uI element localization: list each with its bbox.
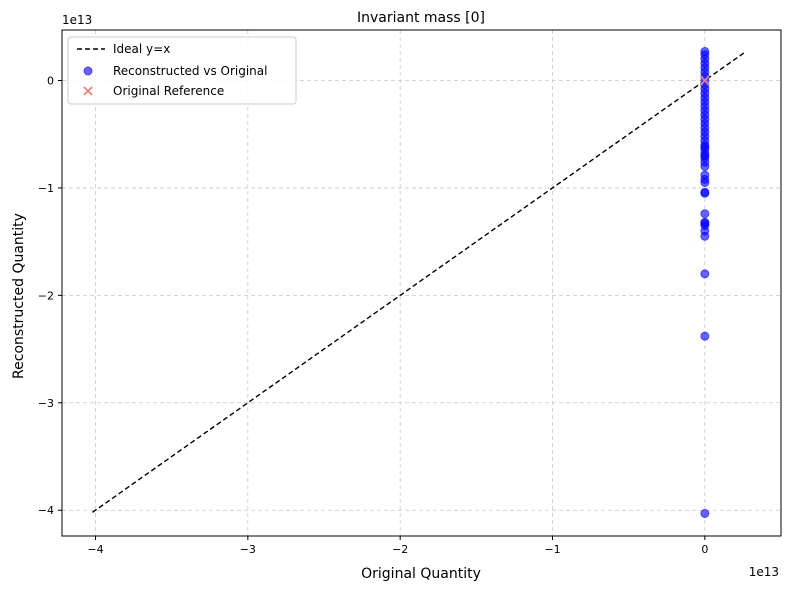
x-tick-label: −3 (240, 543, 256, 556)
y-tick-label: −2 (38, 289, 54, 302)
reconstructed-point (700, 231, 710, 241)
legend-x-marker (83, 86, 93, 96)
reference-point (700, 75, 710, 86)
y-axis-label: Reconstructed Quantity (11, 213, 27, 379)
x-tick-label: −2 (392, 543, 408, 556)
reconstructed-point (700, 188, 710, 198)
axis-ticks: −4 −3 −2 −1 0 −4 −3 −2 −1 0 (38, 74, 709, 556)
grid (62, 30, 781, 536)
x-tick-label: −4 (87, 543, 103, 556)
legend-circle-marker (83, 66, 93, 76)
reconstructed-point (700, 269, 710, 279)
plot-area-frame (61, 29, 782, 537)
legend-label-ideal: Ideal y=x (113, 42, 170, 56)
x-offset-label: 1e13 (749, 565, 779, 579)
reconstructed-point (700, 151, 710, 161)
legend-box (67, 36, 297, 105)
reconstructed-point (700, 161, 710, 171)
x-tick-label: 0 (701, 543, 708, 556)
y-tick-label: −4 (38, 504, 54, 517)
reconstructed-point (700, 331, 710, 341)
plot-series (92, 46, 747, 518)
reconstructed-point (700, 178, 710, 188)
y-tick-label: 0 (47, 74, 54, 87)
reconstructed-point (700, 142, 710, 152)
legend-label-reference: Original Reference (113, 84, 224, 98)
ideal-line (92, 50, 747, 513)
reconstructed-point (700, 209, 710, 219)
y-tick-label: −3 (38, 397, 54, 410)
legend-label-reconstructed: Reconstructed vs Original (113, 64, 267, 78)
reconstructed-point (700, 508, 710, 518)
x-axis-label: Original Quantity (361, 566, 481, 582)
y-tick-label: −1 (38, 182, 54, 195)
y-offset-label: 1e13 (62, 13, 92, 27)
legend: Ideal y=x Reconstructed vs Original Orig… (67, 36, 297, 105)
chart-title: Invariant mass [0] (357, 10, 485, 26)
x-tick-label: −1 (544, 543, 560, 556)
